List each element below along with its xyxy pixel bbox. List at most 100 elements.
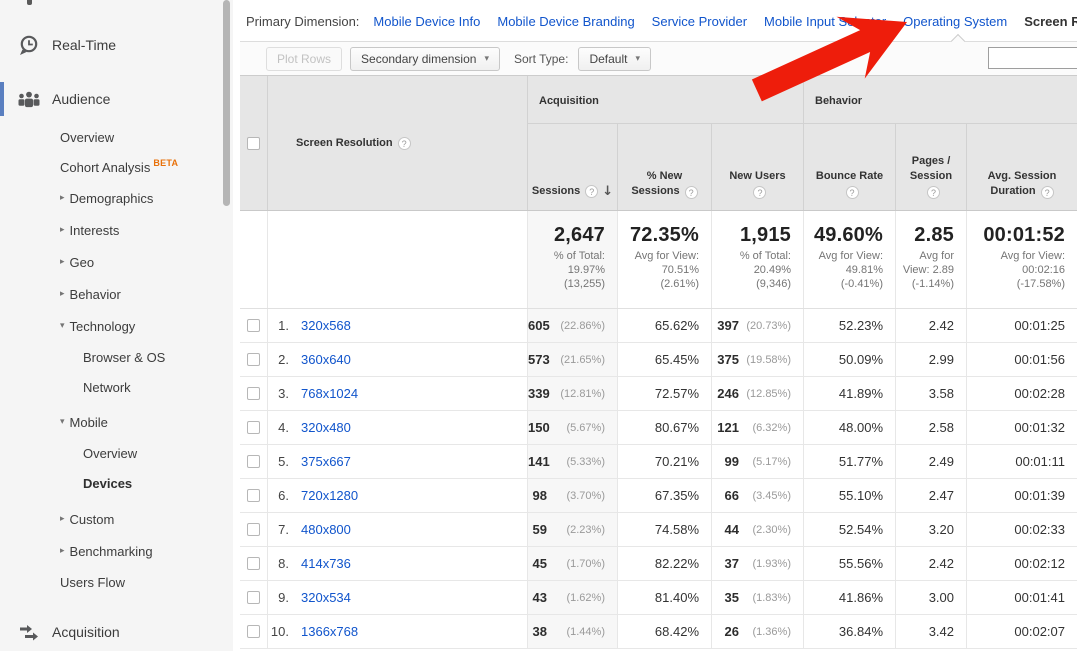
table-row: 9. 320x534 43 (1.62%) 81.40% 35 (1.83%) … <box>240 581 1077 615</box>
row-checkbox[interactable] <box>247 387 260 400</box>
plot-rows-button[interactable]: Plot Rows <box>266 46 343 71</box>
header-avg-session-duration[interactable]: Avg. Session Duration? <box>987 170 1057 199</box>
header-bounce-rate[interactable]: Bounce Rate ? <box>804 124 896 210</box>
resolution-link[interactable]: 320x568 <box>301 318 351 333</box>
resolution-link[interactable]: 480x800 <box>301 522 351 537</box>
sidebar-item-network[interactable]: Network <box>83 379 131 395</box>
sessions-percent: (1.70%) <box>566 557 605 570</box>
pages-session-cell: 3.00 <box>896 581 967 614</box>
metric-label-row: Sessions? ↓ % New Sessions? New Users ? B… <box>528 124 1077 210</box>
row-checkbox-cell <box>240 479 268 512</box>
sidebar-item-audience-overview[interactable]: Overview <box>60 129 115 145</box>
help-icon[interactable]: ? <box>1040 186 1054 199</box>
header-new-users[interactable]: New Users ? <box>712 124 804 210</box>
resolution-link[interactable]: 720x1280 <box>301 488 359 503</box>
new-users-value: 44 <box>724 522 739 537</box>
new-sessions-cell: 74.58% <box>618 513 712 546</box>
sort-type-button[interactable]: Default ▾ <box>578 46 652 71</box>
row-label-cell: 5. 375x667 <box>268 445 528 478</box>
sessions-cell: 141 (5.33%) <box>528 445 618 478</box>
dimension-link-mobile-input-selector[interactable]: Mobile Input Selector <box>764 14 887 29</box>
row-checkbox[interactable] <box>247 455 260 468</box>
sessions-value: 573 <box>528 352 550 367</box>
sidebar-item-demographics[interactable]: ▸ Demographics <box>60 190 154 206</box>
help-icon[interactable]: ? <box>397 136 411 150</box>
help-icon[interactable]: ? <box>845 186 859 199</box>
row-label-cell: 2. 360x640 <box>268 343 528 376</box>
duration-cell: 00:01:41 <box>1014 590 1065 605</box>
dimension-link-mobile-device-branding[interactable]: Mobile Device Branding <box>497 14 635 29</box>
sidebar-item-devices[interactable]: Devices <box>83 475 133 491</box>
active-tab-caret <box>950 33 966 49</box>
dimension-link-service-provider[interactable]: Service Provider <box>651 14 748 29</box>
sidebar-item-real-time[interactable]: Real-Time <box>0 28 233 62</box>
sidebar-item-mobile[interactable]: ▾ Mobile <box>60 414 108 430</box>
row-checkbox[interactable] <box>247 625 260 638</box>
dropdown-triangle-icon: ▾ <box>484 53 489 64</box>
data-table: Screen Resolution ? Acquisition Behavior… <box>240 75 1077 649</box>
row-checkbox[interactable] <box>247 591 260 604</box>
dimension-link-mobile-device-info[interactable]: Mobile Device Info <box>373 14 481 29</box>
new-users-percent: (5.17%) <box>752 455 791 468</box>
sidebar-item-users-flow[interactable]: Users Flow <box>60 574 126 590</box>
row-checkbox[interactable] <box>247 353 260 366</box>
new-users-percent: (12.85%) <box>746 387 791 400</box>
sidebar-item-behavior[interactable]: ▸ Behavior <box>60 286 121 302</box>
row-checkbox[interactable] <box>247 489 260 502</box>
help-icon[interactable]: ? <box>927 186 940 199</box>
sidebar-item-benchmarking[interactable]: ▸ Benchmarking <box>60 543 153 559</box>
sessions-percent: (12.81%) <box>560 387 605 400</box>
new-users-value: 397 <box>717 318 739 333</box>
select-all-checkbox[interactable] <box>247 136 260 150</box>
sessions-cell: 45 (1.70%) <box>528 547 618 580</box>
sidebar-item-browser-os[interactable]: Browser & OS <box>83 349 166 365</box>
secondary-dimension-button[interactable]: Secondary dimension ▾ <box>350 46 500 71</box>
row-checkbox[interactable] <box>247 421 260 434</box>
header-pages-session[interactable]: Pages / Session ? <box>896 124 967 210</box>
realtime-clock-icon <box>17 34 41 56</box>
sidebar-scrollbar-thumb[interactable] <box>223 0 230 206</box>
resolution-link[interactable]: 360x640 <box>301 352 351 367</box>
dimension-active-screen-resolution[interactable]: Screen Resolution▾ <box>1024 14 1077 29</box>
header-sessions[interactable]: Sessions? ↓ <box>528 124 618 210</box>
header-new-sessions[interactable]: % New Sessions? <box>618 124 712 210</box>
resolution-link[interactable]: 320x534 <box>301 590 351 605</box>
row-checkbox[interactable] <box>247 523 260 536</box>
sidebar-item-geo[interactable]: ▸ Geo <box>60 254 95 270</box>
resolution-link[interactable]: 768x1024 <box>301 386 359 401</box>
sidebar-item-technology[interactable]: ▾ Technology <box>60 318 136 334</box>
resolution-link[interactable]: 414x736 <box>301 556 351 571</box>
new-users-cell: 35 (1.83%) <box>712 581 804 614</box>
sidebar-item-mobile-overview[interactable]: Overview <box>83 445 138 461</box>
row-rank: 9. <box>278 590 289 605</box>
resolution-link[interactable]: 1366x768 <box>301 624 359 639</box>
sidebar-item-acquisition[interactable]: Acquisition <box>0 615 233 649</box>
beta-badge: BETA <box>153 158 179 168</box>
row-checkbox[interactable] <box>247 557 260 570</box>
resolution-link[interactable]: 375x667 <box>301 454 351 469</box>
table-search-input[interactable] <box>988 47 1077 69</box>
new-sessions-cell: 67.35% <box>618 479 712 512</box>
sidebar-item-cohort-analysis[interactable]: Cohort Analysis BETA <box>60 158 179 175</box>
chevron-right-icon: ▸ <box>60 546 65 556</box>
screen-resolution-header[interactable]: Screen Resolution ? <box>268 136 411 150</box>
help-icon[interactable]: ? <box>753 186 767 199</box>
help-icon[interactable]: ? <box>684 186 698 199</box>
row-checkbox[interactable] <box>247 319 260 332</box>
sidebar-item-custom[interactable]: ▸ Custom <box>60 511 115 527</box>
row-checkbox-cell <box>240 581 268 614</box>
new-users-cell: 37 (1.93%) <box>712 547 804 580</box>
pages-session-cell: 2.47 <box>896 479 967 512</box>
sidebar-item-interests[interactable]: ▸ Interests <box>60 222 120 238</box>
new-sessions-cell: 72.57% <box>618 377 712 410</box>
table-header: Screen Resolution ? Acquisition Behavior… <box>240 76 1077 211</box>
help-icon[interactable]: ? <box>585 185 599 198</box>
row-label-cell: 4. 320x480 <box>268 411 528 444</box>
dimension-link-operating-system[interactable]: Operating System <box>903 14 1008 29</box>
resolution-link[interactable]: 320x480 <box>301 420 351 435</box>
row-checkbox-cell <box>240 343 268 376</box>
new-users-cell: 246 (12.85%) <box>712 377 804 410</box>
bounce-rate-cell: 41.89% <box>804 377 896 410</box>
sidebar-item-audience[interactable]: Audience <box>0 82 233 116</box>
row-checkbox-cell <box>240 615 268 648</box>
